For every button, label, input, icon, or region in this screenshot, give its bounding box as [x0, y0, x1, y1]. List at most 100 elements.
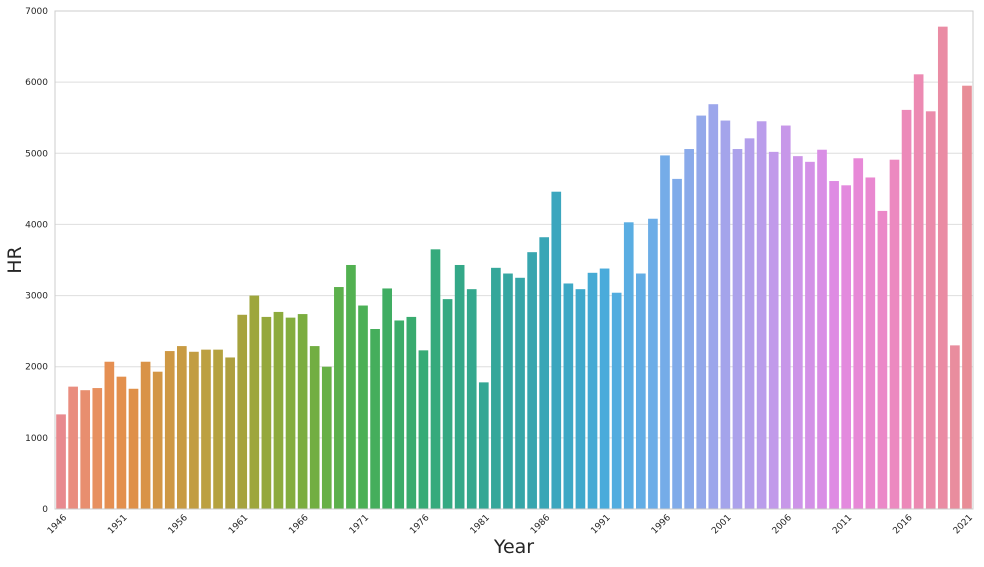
bar-1989 [575, 289, 586, 509]
y-tick-label: 2000 [25, 363, 48, 373]
bar-1987 [551, 191, 562, 509]
bar-1986 [539, 237, 550, 509]
bar-2006 [780, 125, 791, 509]
bar-2013 [865, 177, 876, 509]
bar-1956 [176, 346, 187, 509]
bar-2021 [962, 85, 972, 509]
bar-1951 [116, 376, 127, 509]
bar-1991 [599, 268, 610, 509]
x-tick-label: 1986 [529, 513, 552, 536]
bar-1964 [273, 311, 284, 509]
y-tick-label: 0 [42, 505, 48, 515]
y-tick-labels: 0 1000 2000 3000 4000 5000 6000 7000 [25, 7, 48, 515]
x-tick-label: 2021 [952, 513, 975, 536]
bar-2018 [925, 111, 936, 509]
bar-2005 [768, 151, 779, 509]
x-tick-label: 1951 [106, 513, 129, 536]
y-tick-label: 4000 [25, 220, 48, 230]
plot-frame [54, 10, 974, 510]
x-tick-label: 2011 [831, 513, 854, 536]
bar-1965 [285, 317, 296, 509]
x-tick-label: 1991 [589, 513, 612, 536]
bar-1976 [418, 350, 429, 509]
x-tick-label: 2006 [771, 513, 794, 536]
y-tick-label: 7000 [25, 7, 48, 17]
bar-1968 [321, 366, 332, 509]
bar-1980 [466, 289, 477, 509]
bar-2003 [744, 138, 755, 510]
bar-1953 [140, 361, 151, 509]
bar-2008 [805, 161, 815, 509]
bar-1992 [611, 292, 622, 509]
bar-1955 [164, 351, 175, 509]
bar-1994 [635, 273, 646, 509]
bar-2010 [829, 181, 839, 509]
bar-2012 [853, 158, 864, 509]
bar-2016 [901, 109, 912, 509]
bar-1974 [394, 320, 405, 509]
y-tick-label: 3000 [25, 292, 48, 302]
bar-1949 [92, 388, 103, 509]
x-tick-label: 1976 [408, 513, 431, 536]
bar-1996 [660, 155, 670, 510]
x-tick-labels: 1946 1951 1956 1961 1966 1971 1976 1981 1986 1991… [46, 513, 975, 536]
bar-1995 [648, 218, 658, 510]
x-tick-label: 1971 [348, 513, 371, 536]
bar-1993 [623, 222, 634, 509]
x-tick-label: 1981 [469, 513, 492, 536]
bar-2001 [720, 120, 731, 509]
bar-1984 [515, 277, 525, 509]
bar-2004 [756, 121, 767, 510]
bar-2007 [793, 156, 803, 510]
bar-1975 [406, 316, 417, 509]
bar-1946 [56, 414, 66, 509]
x-tick-label: 2016 [891, 513, 914, 536]
bar-1981 [478, 382, 489, 509]
bar-1963 [261, 316, 272, 509]
bar-1999 [696, 115, 707, 509]
bar-1954 [152, 371, 163, 509]
bar-1950 [104, 361, 115, 509]
x-tick-label: 1961 [227, 513, 250, 536]
bar-1961 [237, 314, 248, 509]
bar-1977 [430, 249, 441, 510]
bar-1969 [334, 287, 344, 509]
bar-2011 [841, 185, 852, 510]
x-tick-label: 1966 [287, 513, 310, 536]
y-tick-label: 1000 [25, 434, 48, 444]
bar-1998 [684, 149, 694, 509]
bar-2020 [950, 345, 960, 509]
bar-1962 [249, 295, 260, 509]
x-tick-label: 1956 [167, 513, 190, 536]
bar-2002 [732, 149, 743, 509]
bar-1970 [346, 264, 356, 509]
bar-1960 [225, 357, 235, 509]
x-axis-title: Year [493, 536, 534, 558]
bar-1972 [370, 329, 380, 509]
bar-1952 [128, 388, 139, 509]
bar-1957 [189, 351, 199, 509]
bar-2014 [877, 210, 888, 509]
bar-1959 [213, 349, 223, 509]
bar-1988 [563, 283, 574, 509]
bars [56, 26, 972, 510]
bar-2000 [708, 104, 719, 509]
bar-1979 [454, 264, 465, 509]
bar-2009 [817, 149, 827, 509]
bar-2017 [913, 74, 924, 510]
bar-1973 [382, 288, 393, 509]
x-tick-label: 2001 [710, 513, 733, 536]
bar-2019 [937, 26, 948, 509]
bar-1948 [80, 390, 91, 509]
bar-1978 [442, 299, 453, 509]
bar-1967 [309, 346, 320, 509]
bar-1947 [68, 386, 78, 509]
y-axis-title: HR [4, 246, 26, 274]
bar-1983 [503, 273, 513, 509]
x-tick-label: 1996 [650, 513, 673, 536]
bar-1971 [358, 305, 368, 509]
bar-1966 [297, 314, 308, 509]
bar-1990 [587, 272, 598, 509]
y-tick-label: 5000 [25, 149, 48, 159]
